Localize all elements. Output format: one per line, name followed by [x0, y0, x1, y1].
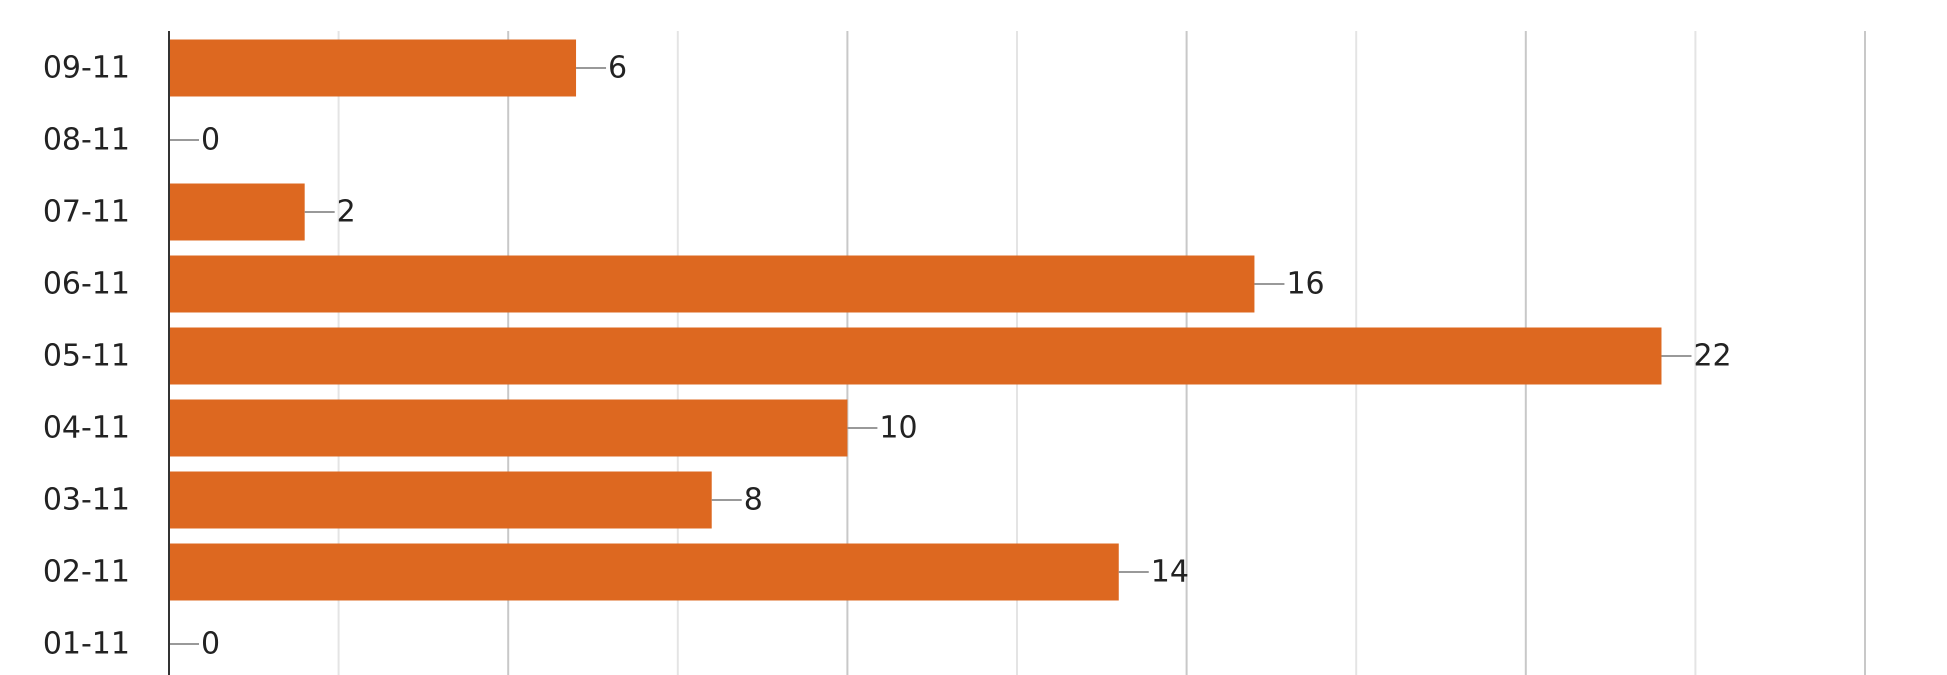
y-tick-label: 06-11: [43, 267, 130, 302]
y-tick-label: 09-11: [43, 51, 130, 86]
bar: [169, 327, 1662, 385]
data-label: 0: [201, 123, 220, 158]
y-tick-label: 07-11: [43, 195, 130, 230]
bar: [169, 255, 1255, 313]
y-tick-label: 05-11: [43, 339, 130, 374]
data-label: 10: [879, 411, 917, 446]
data-label: 0: [201, 627, 220, 662]
bar: [169, 471, 712, 529]
data-label: 8: [744, 483, 763, 518]
bar: [169, 543, 1119, 601]
y-tick-label: 03-11: [43, 483, 130, 518]
y-tick-label: 04-11: [43, 411, 130, 446]
data-label: 16: [1286, 267, 1324, 302]
y-tick-label: 08-11: [43, 123, 130, 158]
data-label: 6: [608, 51, 627, 86]
y-tick-label: 01-11: [43, 627, 130, 662]
bar: [169, 399, 848, 457]
data-label: 14: [1151, 555, 1189, 590]
bar: [169, 183, 305, 241]
y-tick-label: 02-11: [43, 555, 130, 590]
data-label: 2: [337, 195, 356, 230]
bar: [169, 39, 577, 97]
data-label: 22: [1693, 339, 1731, 374]
